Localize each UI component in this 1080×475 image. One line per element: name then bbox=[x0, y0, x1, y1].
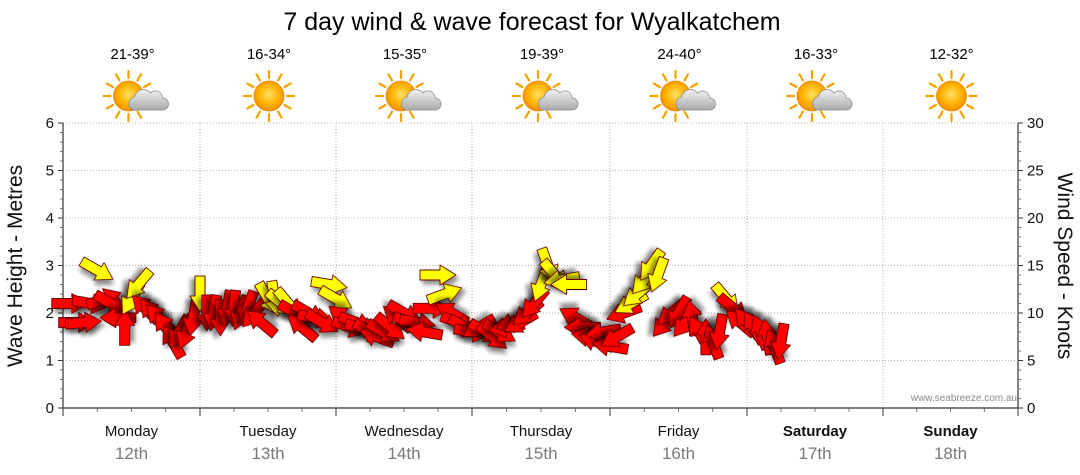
day-date-label: 16th bbox=[662, 444, 695, 463]
wind-arrow bbox=[78, 256, 114, 281]
wind-arrow bbox=[550, 274, 588, 295]
day-date-label: 13th bbox=[251, 444, 284, 463]
left-tick-label: 4 bbox=[46, 210, 54, 227]
temp-range-label: 15-35° bbox=[383, 46, 427, 63]
day-date-label: 12th bbox=[115, 444, 148, 463]
right-tick-label: 30 bbox=[1027, 115, 1044, 132]
left-tick-label: 2 bbox=[46, 305, 54, 322]
wind-arrow bbox=[303, 308, 339, 333]
left-tick-label: 0 bbox=[46, 400, 54, 417]
right-tick-label: 10 bbox=[1027, 305, 1044, 322]
temp-range-label: 19-39° bbox=[520, 46, 564, 63]
day-date-label: 15th bbox=[524, 444, 557, 463]
left-tick-label: 6 bbox=[46, 115, 54, 132]
left-axis: 0 1 2 3 4 5 6 bbox=[46, 115, 63, 417]
day-name-label: Saturday bbox=[783, 423, 848, 440]
day-date-label: 18th bbox=[934, 444, 967, 463]
wind-arrow bbox=[64, 311, 102, 333]
day-date-label: 14th bbox=[387, 444, 420, 463]
right-tick-label: 5 bbox=[1027, 353, 1035, 370]
chart-title: 7 day wind & wave forecast for Wyalkatch… bbox=[283, 8, 780, 36]
day-header-group: 21-39° 16-34° 15-35° 19-39° 24-40° 16-33° 12-3… bbox=[102, 46, 978, 123]
sun-cloud-icon bbox=[649, 69, 716, 123]
left-tick-label: 5 bbox=[46, 163, 54, 180]
left-tick-label: 1 bbox=[46, 353, 54, 370]
wind-arrow bbox=[708, 312, 730, 351]
day-name-label: Monday bbox=[105, 423, 159, 440]
day-name-label: Tuesday bbox=[240, 423, 297, 440]
temp-range-label: 21-39° bbox=[110, 46, 154, 63]
credit-text: www.seabreeze.com.au bbox=[910, 393, 1017, 404]
right-tick-label: 25 bbox=[1027, 163, 1044, 180]
wind-arrow bbox=[372, 311, 405, 340]
wind-arrow bbox=[770, 322, 791, 360]
sun-cloud-icon bbox=[785, 69, 853, 123]
bottom-axis: Monday 12th Tuesday 13th Wednesday 14th Thursd… bbox=[62, 408, 1019, 463]
wind-arrow bbox=[406, 321, 444, 342]
right-tick-label: 15 bbox=[1027, 258, 1044, 275]
sun-icon bbox=[242, 69, 296, 123]
day-name-label: Friday bbox=[658, 423, 700, 440]
wind-arrow bbox=[246, 310, 279, 339]
right-axis: 0 5 10 15 20 25 30 bbox=[1018, 115, 1044, 417]
sun-cloud-icon bbox=[102, 69, 169, 123]
temp-range-label: 12-32° bbox=[929, 46, 973, 63]
wind-arrow bbox=[126, 267, 155, 299]
temp-range-label: 24-40° bbox=[657, 46, 701, 63]
left-tick-label: 3 bbox=[46, 258, 54, 275]
wind-arrow bbox=[600, 323, 636, 347]
day-date-label: 17th bbox=[798, 444, 831, 463]
temp-range-label: 16-34° bbox=[247, 46, 291, 63]
day-name-label: Sunday bbox=[923, 423, 978, 440]
wind-arrow bbox=[114, 308, 136, 346]
wind-arrow bbox=[647, 255, 670, 293]
sun-cloud-icon bbox=[511, 69, 579, 123]
wind-arrow bbox=[310, 274, 348, 296]
sun-icon bbox=[925, 69, 978, 123]
wind-arrow bbox=[419, 264, 457, 286]
left-axis-title: Wave Height - Metres bbox=[4, 165, 27, 367]
wind-arrows bbox=[51, 246, 791, 366]
sun-cloud-icon bbox=[374, 69, 442, 123]
wind-arrow bbox=[584, 322, 623, 343]
day-name-label: Wednesday bbox=[365, 423, 444, 440]
temp-range-label: 16-33° bbox=[794, 46, 838, 63]
day-name-label: Thursday bbox=[510, 423, 573, 440]
wind-arrow bbox=[425, 283, 463, 306]
right-tick-label: 0 bbox=[1027, 400, 1035, 417]
right-axis-title: Wind Speed - Knots bbox=[1053, 173, 1076, 360]
right-tick-label: 20 bbox=[1027, 210, 1044, 227]
